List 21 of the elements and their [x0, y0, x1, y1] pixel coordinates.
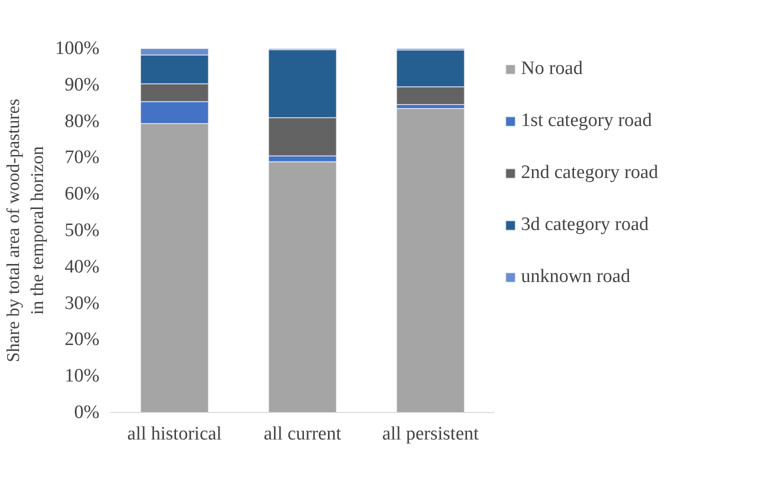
- legend-label: 2nd category road: [521, 162, 658, 184]
- y-tick-label: 10%: [64, 366, 100, 387]
- y-tick-label: 30%: [64, 292, 100, 314]
- x-tick-label: all persistent: [382, 424, 480, 444]
- y-tick-label: 100%: [55, 38, 100, 59]
- legend-label: 3d category road: [521, 214, 649, 236]
- legend-label: No road: [521, 58, 583, 80]
- y-tick-label: 0%: [74, 402, 100, 423]
- legend-label: unknown road: [521, 266, 630, 288]
- y-tick-label: 70%: [64, 147, 100, 168]
- y-tick-label: 40%: [64, 256, 100, 278]
- y-tick-label: 20%: [64, 329, 100, 350]
- y-tick-label: 80%: [64, 110, 100, 132]
- x-tick-label: all historical: [127, 424, 222, 444]
- legend-label: 1st category road: [521, 110, 652, 132]
- x-tick-label: all current: [264, 424, 342, 444]
- y-axis-title: Share by total area of wood-pastures in the temporal horizon: [3, 98, 48, 362]
- y-tick-label: 60%: [64, 184, 100, 205]
- bar: [396, 108, 465, 412]
- y-tick-label: 50%: [64, 220, 100, 241]
- y-tick-label: 90%: [64, 74, 100, 96]
